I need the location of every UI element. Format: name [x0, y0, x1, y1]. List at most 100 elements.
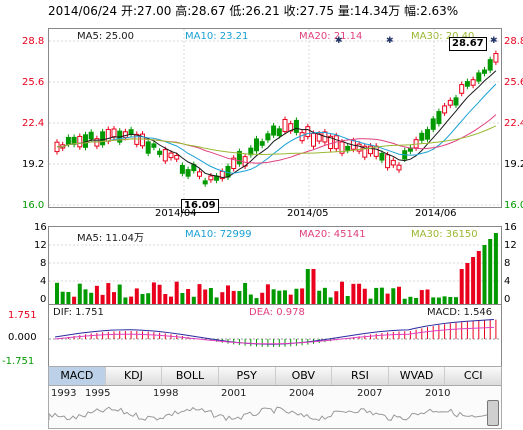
- macd-chart-panel[interactable]: DIF: 1.751 DEA: 0.978 MACD: 1.546: [48, 304, 502, 368]
- price-ma5-label: MA5: 25.00: [77, 31, 135, 42]
- candlestick: [345, 145, 351, 151]
- volume-bar: [465, 263, 470, 305]
- volume-bar: [174, 281, 179, 305]
- volume-bar: [169, 296, 173, 305]
- tab-obv[interactable]: OBV: [275, 367, 333, 385]
- vol-tick-left-2: 8: [40, 258, 47, 269]
- year-label: 1998: [153, 388, 179, 399]
- volume-bar: [402, 298, 407, 305]
- price-chart-panel[interactable]: MA5: 25.00 MA10: 23.21 MA20: 21.14 MA30:…: [48, 28, 502, 208]
- volume-bar: [448, 296, 453, 305]
- tab-psy[interactable]: PSY: [218, 367, 276, 385]
- candlestick: [122, 131, 128, 138]
- volume-bar: [391, 288, 396, 305]
- volume-bar: [271, 289, 276, 305]
- candlestick: [77, 135, 83, 148]
- candlestick: [271, 125, 277, 136]
- quote-header: 2014/06/24 开:27.00 高:28.67 低:26.21 收:27.…: [48, 4, 459, 18]
- volume-bar: [482, 245, 487, 305]
- volume-bar: [334, 291, 339, 305]
- candlestick: [254, 138, 259, 152]
- volume-bar: [436, 297, 441, 305]
- macd-tick-2: -1.751: [2, 356, 35, 367]
- tab-cci[interactable]: CCI: [445, 367, 501, 385]
- volume-bar: [66, 291, 71, 305]
- date-label-jun: 2014/06: [415, 208, 457, 219]
- candlestick: [145, 141, 151, 154]
- volume-bar: [328, 297, 333, 305]
- candlestick: [162, 149, 168, 162]
- volume-bar: [322, 287, 327, 305]
- candlestick: [447, 99, 453, 106]
- volume-bar: [305, 269, 310, 305]
- vol-tick-left-3: 4: [40, 276, 47, 287]
- candlestick: [379, 152, 385, 161]
- price-tick-right-1: 25.6: [504, 77, 523, 88]
- candlestick: [293, 119, 299, 133]
- volume-bar: [94, 285, 99, 305]
- timeline-line: [49, 406, 488, 422]
- volume-bar: [351, 283, 356, 305]
- macd-dif-label: DIF: 1.751: [53, 307, 104, 318]
- tab-kdj[interactable]: KDJ: [105, 367, 163, 385]
- volume-bar: [260, 292, 265, 305]
- candlestick: [356, 143, 362, 152]
- volume-bar: [442, 296, 447, 305]
- tab-wvad[interactable]: WVAD: [388, 367, 446, 385]
- candlestick: [442, 105, 448, 114]
- timeline-navigator[interactable]: 1993 1995 1998 2001 2004 2007 2010: [48, 385, 502, 429]
- volume-bar: [220, 292, 225, 305]
- candlestick: [208, 175, 214, 181]
- year-label: 2004: [289, 388, 315, 399]
- candlestick: [459, 84, 465, 94]
- volume-bar: [288, 294, 293, 305]
- tab-rsi[interactable]: RSI: [332, 367, 389, 385]
- volume-bar: [214, 297, 219, 305]
- volume-bar: [368, 298, 373, 305]
- volume-bar: [419, 290, 424, 305]
- volume-bar: [146, 293, 151, 305]
- vol-ma10-label: MA10: 72999: [185, 229, 252, 240]
- tab-macd[interactable]: MACD: [49, 367, 106, 385]
- candlestick-chart: ✱✱✱✱: [49, 29, 501, 207]
- volume-bar: [191, 296, 196, 305]
- price-ma30-label: MA30: 20.40: [411, 31, 475, 42]
- volume-bar: [317, 290, 322, 305]
- candlestick: [259, 141, 265, 146]
- volume-bar: [488, 239, 493, 305]
- volume-bar: [129, 296, 134, 305]
- price-ma20-label: MA20: 21.14: [299, 31, 363, 42]
- low-price-marker: 16.09: [181, 199, 219, 213]
- ma10-line: [56, 83, 497, 174]
- candlestick: [179, 164, 185, 174]
- candlestick: [248, 147, 254, 156]
- candlestick: [128, 129, 134, 135]
- volume-chart-panel[interactable]: MA5: 11.04万 MA10: 72999 MA20: 45141 MA30…: [48, 226, 502, 306]
- candlestick: [105, 128, 111, 142]
- price-tick-left-1: 25.6: [22, 77, 45, 88]
- volume-bar: [112, 292, 116, 305]
- volume-bar: [72, 296, 77, 305]
- candlestick: [493, 53, 499, 63]
- high-price-marker: 28.67: [449, 37, 487, 51]
- volume-bar: [277, 290, 282, 305]
- timeline-range-handle[interactable]: [487, 400, 499, 426]
- date-label-apr: 2014/04: [155, 208, 197, 219]
- vol-ma5-label: MA5: 11.04万: [77, 233, 145, 244]
- tab-boll[interactable]: BOLL: [162, 367, 219, 385]
- vol-ma20-label: MA20: 45141: [299, 229, 366, 240]
- macd-tick-0: 1.751: [8, 310, 37, 321]
- candlestick: [88, 131, 94, 140]
- candlestick: [65, 136, 71, 145]
- candlestick: [197, 171, 202, 177]
- volume-bar: [203, 289, 208, 305]
- candlestick: [202, 180, 208, 185]
- volume-bar: [311, 269, 316, 305]
- volume-bar: [408, 296, 413, 305]
- volume-bar: [374, 287, 379, 305]
- macd-dea-label: DEA: 0.978: [249, 307, 305, 318]
- candlestick: [453, 97, 459, 106]
- price-tick-left-3: 19.2: [22, 159, 45, 170]
- volume-bar: [431, 297, 436, 305]
- date-label-may: 2014/05: [287, 208, 329, 219]
